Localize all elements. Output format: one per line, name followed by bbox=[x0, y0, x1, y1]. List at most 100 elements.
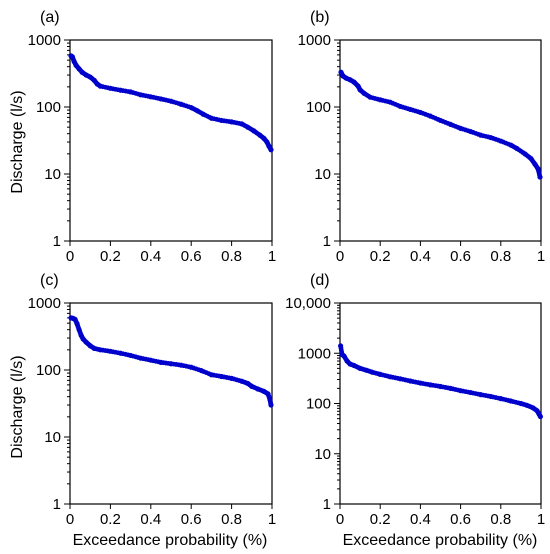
data-point bbox=[199, 110, 205, 116]
y-tick-label: 1000 bbox=[298, 32, 331, 49]
data-point bbox=[166, 360, 171, 366]
data-point bbox=[385, 99, 391, 104]
x-axis-title: Exceedance probability (%) bbox=[343, 532, 538, 549]
data-point bbox=[268, 146, 273, 152]
y-tick-label: 10 bbox=[314, 446, 331, 463]
data-point bbox=[206, 371, 212, 377]
data-point bbox=[186, 364, 192, 370]
data-point bbox=[236, 378, 242, 383]
y-axis-title: Discharge (l/s) bbox=[9, 90, 26, 193]
data-point bbox=[366, 93, 372, 99]
plot-frame bbox=[69, 302, 273, 505]
data-point bbox=[375, 96, 381, 102]
data-point bbox=[425, 112, 431, 118]
data-point bbox=[105, 85, 111, 91]
plot-frame bbox=[339, 39, 542, 242]
x-tick-label: 0.6 bbox=[181, 248, 202, 265]
y-tick-label: 1 bbox=[53, 233, 61, 250]
x-tick-label: 0.4 bbox=[140, 511, 161, 528]
panel-label: (a) bbox=[40, 9, 60, 26]
data-point bbox=[425, 382, 431, 387]
data-point bbox=[475, 131, 481, 137]
data-point bbox=[216, 373, 222, 379]
data-point bbox=[96, 347, 102, 352]
data-point bbox=[405, 378, 411, 383]
y-tick-label: 1000 bbox=[28, 295, 61, 312]
data-point bbox=[485, 393, 491, 399]
data-point bbox=[485, 134, 491, 140]
data-point bbox=[155, 359, 161, 365]
data-point bbox=[176, 101, 181, 106]
x-tick-label: 0 bbox=[66, 511, 74, 528]
data-point bbox=[435, 383, 441, 389]
data-point bbox=[115, 87, 121, 93]
x-tick-label: 0 bbox=[336, 248, 344, 265]
x-tick-label: 0 bbox=[66, 248, 74, 265]
x-tick-label: 0.6 bbox=[181, 511, 202, 528]
data-point bbox=[515, 400, 521, 406]
data-point bbox=[435, 116, 441, 122]
panel-label: (b) bbox=[310, 9, 330, 26]
data-point bbox=[405, 106, 411, 112]
data-point bbox=[145, 93, 151, 99]
x-tick-label: 0.8 bbox=[221, 511, 242, 528]
data-point bbox=[226, 375, 232, 381]
data-point bbox=[135, 91, 141, 97]
data-point bbox=[445, 385, 451, 391]
data-point bbox=[176, 362, 181, 368]
y-tick-label: 1000 bbox=[28, 32, 61, 49]
data-point bbox=[206, 114, 212, 120]
plot-frame bbox=[69, 39, 273, 242]
y-tick-label: 1000 bbox=[298, 345, 331, 362]
y-tick-label: 10 bbox=[44, 429, 61, 446]
data-point bbox=[196, 367, 202, 373]
data-point bbox=[455, 387, 461, 393]
data-point bbox=[145, 357, 151, 363]
x-tick-label: 0.2 bbox=[370, 511, 391, 528]
data-point bbox=[475, 391, 481, 397]
data-point bbox=[385, 373, 391, 379]
data-point bbox=[455, 124, 461, 130]
y-tick-label: 1 bbox=[53, 496, 61, 513]
chart-panel-c: (c) 0 0.2 0.4 0.6 0.8 1 1 10 100 1000 bbox=[28, 272, 277, 528]
data-point bbox=[495, 395, 501, 401]
x-tick-label: 1 bbox=[537, 511, 545, 528]
data-point bbox=[445, 121, 451, 126]
y-tick-label: 1 bbox=[323, 233, 331, 250]
x-tick-label: 1 bbox=[268, 248, 276, 265]
x-axis-title: Exceedance probability (%) bbox=[73, 532, 268, 549]
data-point bbox=[216, 117, 222, 123]
y-tick-label: 10 bbox=[314, 166, 331, 183]
chart-panel-d: (d) 0 0.2 0.4 0.6 0.8 1 1 10 100 1000 10,000 bbox=[285, 272, 545, 528]
x-tick-label: 0.4 bbox=[140, 248, 161, 265]
y-tick-label: 100 bbox=[306, 99, 331, 116]
data-point bbox=[186, 104, 192, 110]
x-tick-label: 0.2 bbox=[370, 248, 391, 265]
panel-label: (d) bbox=[310, 272, 330, 289]
y-tick-label: 10 bbox=[44, 166, 61, 183]
data-point bbox=[375, 371, 381, 377]
x-tick-label: 1 bbox=[537, 248, 545, 265]
panel-label: (c) bbox=[40, 272, 59, 289]
x-tick-label: 0 bbox=[336, 511, 344, 528]
x-tick-label: 0.8 bbox=[221, 248, 242, 265]
data-point bbox=[236, 120, 242, 126]
data-point bbox=[135, 355, 141, 360]
chart-panel-a: (a) 0 0.2 0.4 0.6 0.8 1 1 10 100 1000 bbox=[28, 9, 277, 265]
x-tick-label: 1 bbox=[268, 511, 276, 528]
data-point bbox=[505, 141, 511, 147]
data-point bbox=[495, 137, 501, 143]
x-tick-label: 0.2 bbox=[100, 248, 121, 265]
x-tick-label: 0.8 bbox=[490, 511, 511, 528]
data-point bbox=[155, 95, 161, 101]
x-tick-label: 0.8 bbox=[490, 248, 511, 265]
data-point bbox=[226, 119, 232, 124]
x-tick-label: 0.4 bbox=[410, 511, 431, 528]
y-tick-label: 1 bbox=[323, 496, 331, 513]
y-tick-label: 100 bbox=[306, 396, 331, 413]
y-axis-title: Discharge (l/s) bbox=[9, 355, 26, 458]
data-point bbox=[105, 348, 111, 354]
data-point bbox=[537, 413, 543, 419]
data-point bbox=[537, 172, 542, 178]
